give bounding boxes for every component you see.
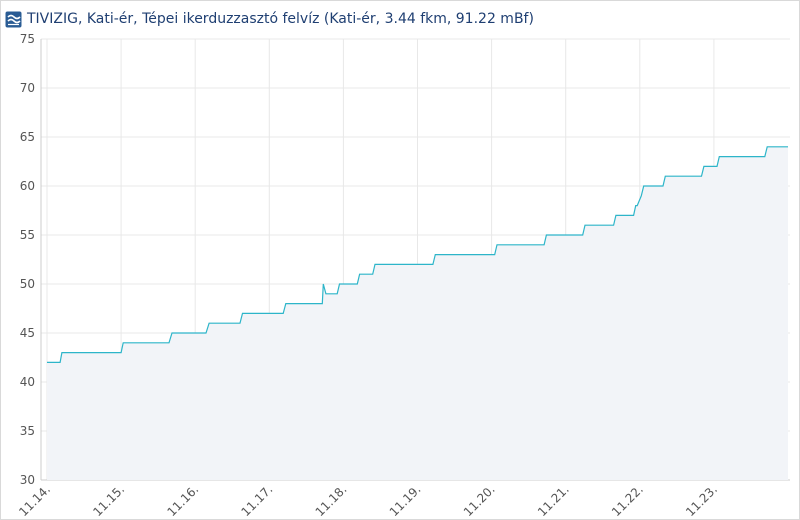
y-tick-label: 65 [20,130,35,144]
x-tick-label: 11.15. [90,482,127,519]
x-tick-label: 11.21. [535,482,572,519]
line-layer [47,146,788,363]
y-tick-label: 30 [20,473,35,487]
x-tick-label: 11.20. [461,482,498,519]
y-tick-label: 55 [20,228,35,242]
x-tick-label: 11.22. [609,482,646,519]
y-tick-label: 45 [20,326,35,340]
y-tick-label: 40 [20,375,35,389]
x-tick-label: 11.16. [164,482,201,519]
x-axis: 11.14. 11.15. 11.16. 11.17. 11.18. 11.19. 11.2… [16,482,720,519]
x-tick-label: 11.17. [239,482,276,519]
y-tick-label: 50 [20,277,35,291]
series-area [47,146,788,481]
series-line [47,146,788,363]
x-tick-label: 11.23. [683,482,720,519]
tivizig-logo-icon [5,11,22,28]
chart-header: TIVIZIG, Kati-ér, Tépei ikerduzzasztó fe… [1,1,799,37]
y-tick-label: 75 [20,32,35,46]
y-tick-label: 70 [20,81,35,95]
chart-title: TIVIZIG, Kati-ér, Tépei ikerduzzasztó fe… [27,11,534,27]
area-layer [47,146,788,481]
x-tick-label: 11.19. [387,482,424,519]
x-tick-label: 11.14. [16,482,53,519]
x-tick-label: 11.18. [313,482,350,519]
y-tick-label: 35 [20,424,35,438]
y-axis: 30 35 40 45 50 55 60 65 70 75 [20,32,35,487]
y-tick-label: 60 [20,179,35,193]
